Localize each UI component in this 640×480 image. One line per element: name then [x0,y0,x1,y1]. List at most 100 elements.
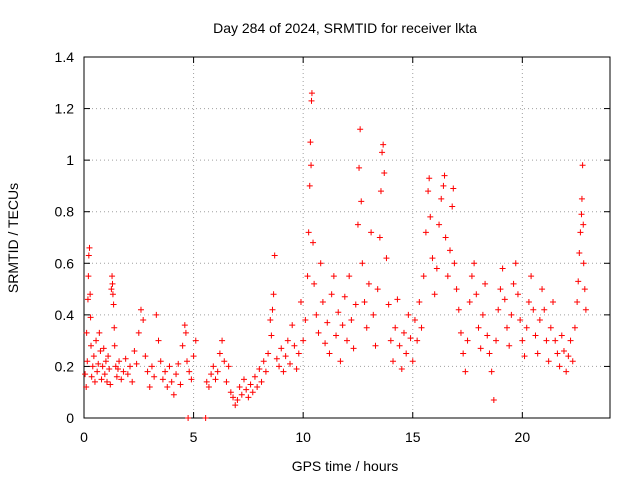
data-point [482,280,489,287]
data-point [100,345,107,352]
data-point [86,244,93,251]
data-point [468,273,475,280]
data-point [205,384,212,391]
data-point [550,298,557,305]
data-point [440,182,447,189]
data-point [319,298,326,305]
data-point [532,332,539,339]
data-point [106,366,113,373]
data-point [582,306,589,313]
y-tick-label: 1.4 [55,49,75,65]
data-point [317,260,324,267]
data-point [372,342,379,349]
data-point [462,368,469,375]
data-point [236,384,243,391]
data-point [249,389,256,396]
data-point [547,324,554,331]
data-point [506,342,513,349]
y-tick-label: 1 [66,152,74,168]
data-point [379,149,386,156]
data-point [108,286,115,293]
data-point [354,221,361,228]
data-point [479,311,486,318]
data-point [88,373,95,380]
data-point [436,221,443,228]
data-point [287,360,294,367]
data-point [310,239,317,246]
data-point [256,366,263,373]
data-point [284,337,291,344]
data-point [177,381,184,388]
data-point [368,229,375,236]
data-point [300,337,307,344]
data-point [567,337,574,344]
data-point [216,350,223,357]
data-point [153,311,160,318]
data-point [418,324,425,331]
x-tick-label: 10 [295,429,311,445]
data-point [173,371,180,378]
data-point [192,337,199,344]
data-point [230,394,237,401]
data-point [581,286,588,293]
data-point [83,384,90,391]
data-point [578,211,585,218]
data-point [89,363,96,370]
data-point [214,368,221,375]
data-point [185,415,192,421]
data-point [396,342,403,349]
data-point [330,273,337,280]
data-point [348,317,355,324]
data-point [85,252,92,259]
chart-title: Day 284 of 2024, SRMTID for receiver lkt… [213,20,477,36]
data-point [441,172,448,179]
data-point [131,347,138,354]
data-points [82,90,589,421]
data-point [282,353,289,360]
data-point [148,363,155,370]
data-point [337,358,344,365]
data-point [556,363,563,370]
data-point [254,384,261,391]
data-point [510,280,517,287]
data-point [245,394,252,401]
data-point [521,353,528,360]
grid-lines [84,57,610,418]
data-point [517,317,524,324]
y-tick-label: 0.4 [55,307,75,323]
data-point [87,291,94,298]
data-point [93,337,100,344]
data-point [311,280,318,287]
data-point [486,350,493,357]
data-point [359,260,366,267]
data-point [305,229,312,236]
data-point [390,358,397,365]
data-point [358,198,365,205]
data-point [427,213,434,220]
data-point [276,363,283,370]
data-point [116,358,123,365]
data-point [105,353,112,360]
data-point [352,301,359,308]
data-point [162,368,169,375]
data-point [530,306,537,313]
data-point [356,164,363,171]
data-point [407,335,414,342]
data-point [357,126,364,133]
data-point [460,350,467,357]
data-point [477,345,484,352]
data-point [302,317,309,324]
data-point [431,291,438,298]
data-point [96,329,103,336]
data-point [124,371,131,378]
data-point [543,337,550,344]
data-point [425,188,432,195]
data-point [370,311,377,318]
data-point [88,342,95,349]
data-point [118,376,125,383]
data-point [381,170,388,177]
data-point [453,286,460,293]
data-point [457,329,464,336]
data-point [203,378,210,385]
data-point [571,324,578,331]
